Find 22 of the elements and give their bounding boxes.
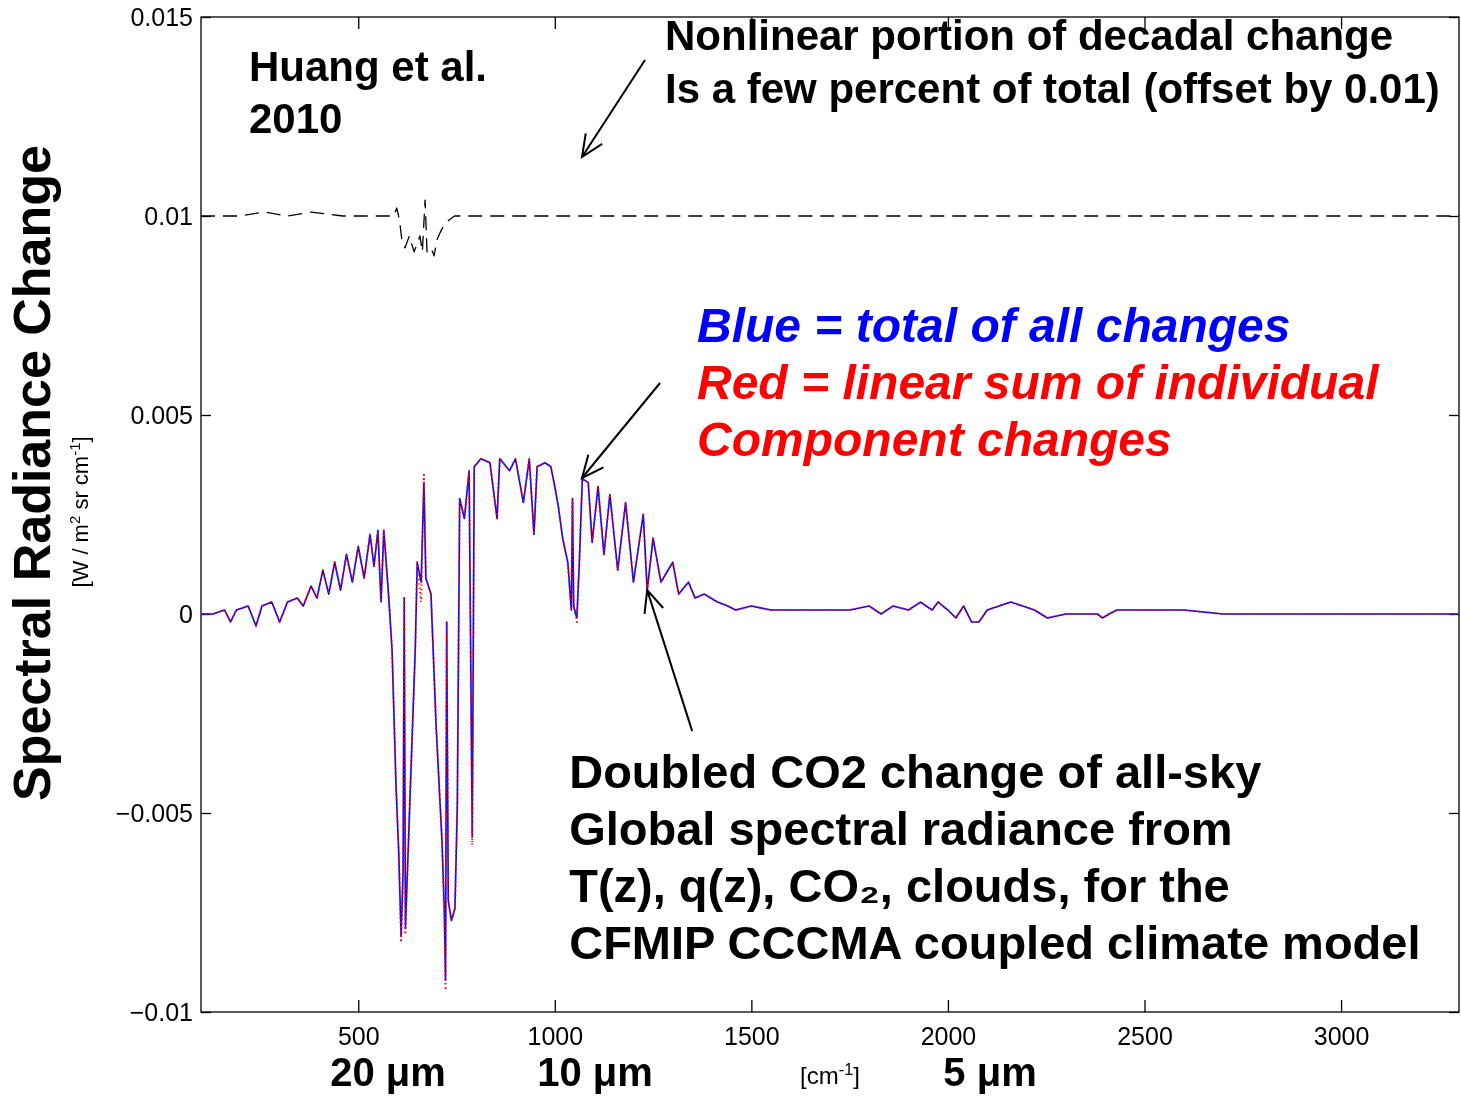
x-tick-label: 2500 [1117, 1021, 1173, 1050]
y-tick-label: 0 [179, 599, 193, 628]
annotation: Nonlinear portion of decadal change Is a few percent of total (offset by 0.01) [665, 12, 1440, 112]
y-tick-label: 0.01 [144, 201, 193, 230]
y-tick-label: −0.005 [115, 798, 193, 827]
text: Blue = total of all changes [697, 299, 1291, 352]
text: 10 μm [537, 1050, 653, 1094]
x-tick-label: 2000 [920, 1021, 977, 1050]
text: 5 μm [943, 1050, 1037, 1094]
annotation: Huang et al. 2010 [249, 43, 488, 142]
x-tick-label: 1500 [724, 1021, 780, 1050]
x-tick-label: 3000 [1313, 1021, 1370, 1050]
y-tick-label: 0.015 [130, 2, 193, 31]
series-label: Red = linear sum of individual Component changes [697, 356, 1381, 466]
y-tick-label: −0.01 [129, 997, 193, 1026]
y-axis-title: Spectral Radiance Change [3, 145, 61, 801]
x-tick-label: 1000 [527, 1021, 584, 1050]
x-axis-title: [cm$^{-1}$] [800, 1060, 860, 1089]
text: 20 μm [330, 1050, 446, 1094]
annotation: Doubled CO2 change of all-sky Global spectral radiance from T(z), q(z), CO₂, clouds, for the CFMIP CCCMA coupled climate model [569, 745, 1421, 970]
y-tick-label: 0.005 [130, 400, 193, 429]
x-tick-label: 500 [337, 1021, 380, 1050]
